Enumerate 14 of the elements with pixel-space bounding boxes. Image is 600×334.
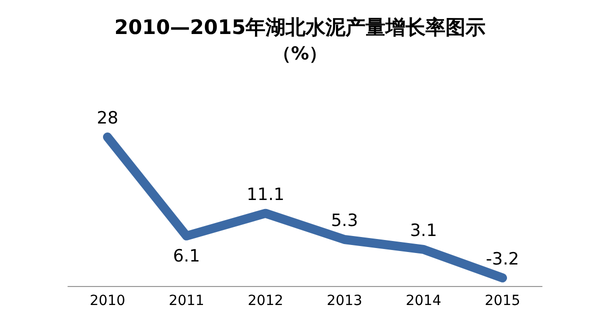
data-label: 28 — [96, 108, 118, 129]
chart-subtitle: （%） — [272, 44, 328, 64]
x-tick-label: 2014 — [406, 293, 442, 309]
x-tick-label: 2013 — [326, 293, 362, 309]
x-tick-label: 2011 — [168, 293, 204, 309]
data-label: -3.2 — [486, 249, 520, 270]
data-label: 6.1 — [172, 246, 200, 266]
x-tick-label: 2012 — [248, 293, 284, 309]
x-tick-label: 2015 — [484, 293, 520, 309]
x-tick-label: 2010 — [90, 293, 126, 309]
data-label: 3.1 — [410, 220, 438, 241]
data-label: 11.1 — [246, 184, 284, 205]
chart-title: 2010—2015年湖北水泥产量增长率图示 — [114, 15, 486, 39]
data-label: 5.3 — [330, 211, 358, 232]
